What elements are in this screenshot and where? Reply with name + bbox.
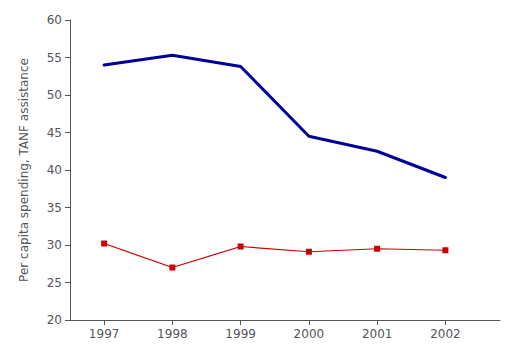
svg-text:2002: 2002 — [430, 327, 461, 341]
svg-text:40: 40 — [47, 163, 62, 177]
svg-text:20: 20 — [47, 313, 62, 327]
svg-text:50: 50 — [47, 88, 62, 102]
svg-text:45: 45 — [47, 126, 62, 140]
svg-text:1998: 1998 — [157, 327, 188, 341]
svg-text:55: 55 — [47, 51, 62, 65]
svg-text:2000: 2000 — [294, 327, 325, 341]
svg-text:1999: 1999 — [225, 327, 256, 341]
svg-text:1997: 1997 — [89, 327, 120, 341]
svg-text:35: 35 — [47, 201, 62, 215]
svg-text:30: 30 — [47, 238, 62, 252]
svg-text:2001: 2001 — [362, 327, 393, 341]
svg-text:60: 60 — [47, 13, 62, 27]
svg-text:Per capita spending, TANF assi: Per capita spending, TANF assistance — [17, 58, 31, 282]
svg-text:25: 25 — [47, 276, 62, 290]
